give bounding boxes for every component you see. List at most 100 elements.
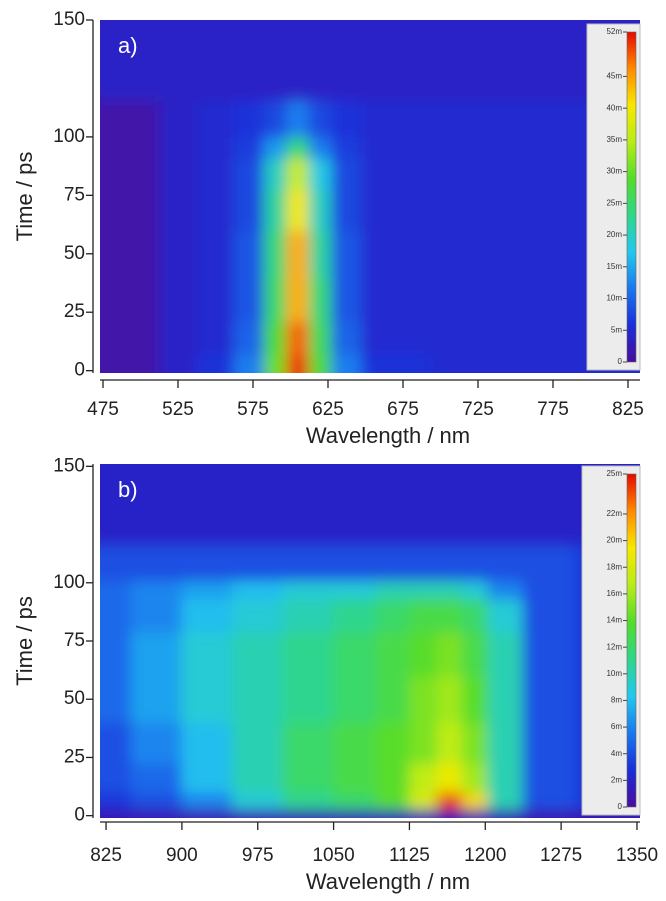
heatmap-cell xyxy=(487,545,523,581)
heatmap-cell xyxy=(487,631,523,676)
heatmap-cell xyxy=(376,763,410,793)
heatmap-cell xyxy=(437,631,463,676)
y-tick-label: 25 xyxy=(64,301,85,322)
colorbar-tick-label: 5m xyxy=(611,325,622,334)
heatmap-cell xyxy=(376,545,410,581)
y-tick-label: 0 xyxy=(74,360,85,381)
heatmap-cell xyxy=(159,136,198,158)
heatmap-cell xyxy=(232,446,284,546)
heatmap-cell xyxy=(232,675,284,723)
heatmap-cell xyxy=(264,354,288,391)
colorbar-tick-label: 25m xyxy=(606,198,622,207)
heatmap-cell xyxy=(234,100,265,137)
x-tick-label: 1050 xyxy=(312,845,354,866)
heatmap-cell xyxy=(333,580,377,600)
y-tick-label: 100 xyxy=(53,572,85,593)
heatmap-cell xyxy=(331,277,362,322)
heatmap-cell xyxy=(523,675,577,723)
heatmap-cell xyxy=(429,136,554,158)
colorbar-tick-label: 16m xyxy=(606,589,622,598)
heatmap-cell xyxy=(196,2,235,101)
heatmap-cell xyxy=(181,599,233,633)
heatmap-cell xyxy=(487,675,523,723)
heatmap-cell xyxy=(196,277,235,322)
heatmap-cell xyxy=(409,792,438,810)
heatmap-cell xyxy=(309,230,333,278)
heatmap-cell xyxy=(376,631,410,676)
x-tick-label: 900 xyxy=(166,845,198,866)
heatmap xyxy=(73,2,666,391)
heatmap-cell xyxy=(264,321,288,355)
y-tick-label: 0 xyxy=(74,805,85,826)
heatmap-cells xyxy=(73,2,666,391)
heatmap-cell xyxy=(523,446,577,546)
y-axis-title: Time / ps xyxy=(12,596,37,686)
y-tick-label: 150 xyxy=(53,455,85,476)
heatmap-cell xyxy=(232,763,284,793)
heatmap-cell xyxy=(376,722,410,764)
heatmap-cell xyxy=(409,763,438,793)
heatmap-cell xyxy=(523,599,577,633)
heatmap-cell xyxy=(196,189,235,231)
colorbar-tick-label: 22m xyxy=(606,509,622,518)
x-axis-title: Wavelength / nm xyxy=(306,869,470,894)
heatmap-cell xyxy=(437,599,463,633)
panel-label: b) xyxy=(118,477,138,502)
heatmap-cell xyxy=(309,136,333,158)
heatmap-cell xyxy=(462,580,488,600)
x-tick-label: 675 xyxy=(387,399,419,420)
heatmap-cell xyxy=(283,545,335,581)
heatmap-cell xyxy=(121,100,160,137)
heatmap-cell xyxy=(376,675,410,723)
heatmap-cell xyxy=(264,100,288,137)
heatmap-cell xyxy=(331,354,362,391)
heatmap-cell xyxy=(437,545,463,581)
heatmap-cell xyxy=(196,100,235,137)
colorbar-tick-label: 6m xyxy=(611,722,622,731)
heatmap-cell xyxy=(264,189,288,231)
heatmap-cell xyxy=(234,189,265,231)
heatmap-cell xyxy=(409,599,438,633)
heatmap-cell xyxy=(309,2,333,101)
x-axis-title: Wavelength / nm xyxy=(306,423,470,448)
heatmap-cell xyxy=(429,157,554,190)
colorbar-tick-label: 2m xyxy=(611,775,622,784)
heatmap-cell xyxy=(159,2,198,101)
heatmap-cell xyxy=(131,675,183,723)
heatmap-cell xyxy=(487,722,523,764)
heatmap-cell xyxy=(462,763,488,793)
colorbar-tick-label: 0 xyxy=(618,357,623,366)
heatmap-cell xyxy=(73,599,132,633)
heatmap-cell xyxy=(361,157,430,190)
heatmap-cell xyxy=(131,763,183,793)
x-tick-label: 825 xyxy=(612,399,644,420)
heatmap-cell xyxy=(121,321,160,355)
y-tick-label: 75 xyxy=(64,630,85,651)
heatmap-cell xyxy=(234,354,265,391)
heatmap-cell xyxy=(196,321,235,355)
heatmap-cell xyxy=(131,722,183,764)
heatmap-cell xyxy=(121,157,160,190)
heatmap-cell xyxy=(234,277,265,322)
heatmap-cell xyxy=(523,722,577,764)
heatmap-cell xyxy=(286,100,310,137)
heatmap-cell xyxy=(361,136,430,158)
heatmap-cell xyxy=(234,157,265,190)
heatmap-cell xyxy=(429,277,554,322)
colorbar-tick-label: 10m xyxy=(606,669,622,678)
heatmap-cell xyxy=(331,321,362,355)
y-tick-label: 100 xyxy=(53,126,85,147)
heatmap-cell xyxy=(361,277,430,322)
x-tick-label: 575 xyxy=(237,399,269,420)
heatmap-cell xyxy=(234,2,265,101)
heatmap-cell xyxy=(309,157,333,190)
heatmap-cell xyxy=(429,354,554,391)
x-tick-label: 625 xyxy=(312,399,344,420)
x-tick-label: 525 xyxy=(162,399,194,420)
y-axis-title: Time / ps xyxy=(12,152,37,242)
heatmap-cell xyxy=(361,189,430,231)
heatmap-cell xyxy=(309,321,333,355)
heatmap-cell xyxy=(361,321,430,355)
heatmap-cell xyxy=(234,321,265,355)
heatmap-cell xyxy=(283,580,335,600)
